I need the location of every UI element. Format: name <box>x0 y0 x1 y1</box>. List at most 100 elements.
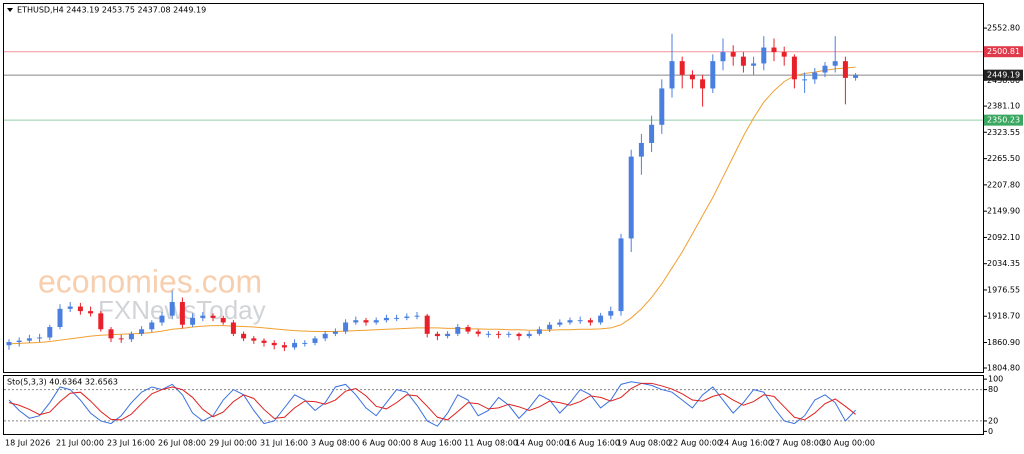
candle-body <box>200 315 206 318</box>
y-tick-label: 1860.90 <box>987 338 1020 347</box>
y-tick-label: 2149.90 <box>987 207 1020 216</box>
y-tick-label: 2265.50 <box>987 154 1020 163</box>
x-tick-label: 6 Aug 00:00 <box>362 439 411 448</box>
watermark: economies.com <box>38 263 262 299</box>
candle-body <box>526 333 532 337</box>
y-tick-label: 2092.10 <box>987 233 1020 242</box>
candle-body <box>853 75 859 78</box>
x-tick-label: 23 Jul 16:00 <box>107 439 155 448</box>
candle-body <box>710 61 716 89</box>
y-tick-label: 80 <box>988 385 998 394</box>
x-tick-label: 16 Aug 16:00 <box>566 439 620 448</box>
x-tick-label: 8 Aug 16:00 <box>413 439 462 448</box>
candle-body <box>822 65 828 73</box>
x-tick-label: 3 Aug 08:00 <box>311 439 360 448</box>
candle-body <box>557 322 563 325</box>
level-label: 2350.23 <box>987 116 1020 125</box>
y-tick-label: 1804.80 <box>987 364 1020 373</box>
candle-body <box>353 320 359 323</box>
candle-body <box>598 315 604 323</box>
candle-body <box>485 333 491 335</box>
candle-body <box>190 317 196 325</box>
x-tick-label: 24 Aug 16:00 <box>719 439 773 448</box>
candle-body <box>169 302 175 316</box>
candle-body <box>118 338 124 340</box>
candle-body <box>98 313 104 330</box>
candle-body <box>251 338 257 341</box>
stochastic-line <box>8 381 856 427</box>
candle-body <box>271 342 277 346</box>
candle-body <box>292 342 298 348</box>
stochastic-line <box>8 382 856 421</box>
menu-triangle <box>7 8 13 12</box>
y-tick-label: 2034.35 <box>987 259 1020 268</box>
x-tick-label: 31 Jul 16:00 <box>260 439 308 448</box>
y-tick-label: 2207.80 <box>987 180 1020 189</box>
candle-body <box>455 327 461 334</box>
y-tick-label: 2323.55 <box>987 128 1020 137</box>
candle-body <box>149 322 155 330</box>
level-label: 2500.81 <box>987 47 1020 56</box>
candle-body <box>771 47 777 53</box>
candle-body <box>547 324 553 330</box>
x-tick-label: 26 Jul 08:00 <box>158 439 206 448</box>
x-tick-label: 14 Aug 00:00 <box>515 439 569 448</box>
y-tick-label: 0 <box>988 427 993 436</box>
candle-body <box>67 306 73 309</box>
stochastic-panel-frame <box>3 375 984 435</box>
x-tick-label: 19 Aug 08:00 <box>617 439 671 448</box>
candle-body <box>77 306 83 312</box>
y-tick-label: 2381.10 <box>987 102 1020 111</box>
stochastic-title: Sto(5,3,3) 40.6364 32.6563 <box>7 378 118 387</box>
candle-body <box>57 308 63 328</box>
x-tick-label: 27 Aug 08:00 <box>770 439 824 448</box>
candle-body <box>414 315 420 317</box>
candle-body <box>506 333 512 335</box>
candle-body <box>363 320 369 323</box>
candle-body <box>445 333 451 337</box>
candle-body <box>475 331 481 334</box>
candle-body <box>6 342 12 346</box>
candle-body <box>689 74 695 80</box>
candle-body <box>394 317 400 319</box>
candle-body <box>496 333 502 335</box>
level-label-box <box>984 114 1023 126</box>
candle-body <box>740 56 746 66</box>
candle-body <box>47 327 53 338</box>
candle-body <box>669 61 675 89</box>
moving-average <box>8 66 856 345</box>
y-tick-label: 1918.70 <box>987 312 1020 321</box>
candle-body <box>26 338 32 341</box>
level-label: 2449.19 <box>987 71 1020 80</box>
candle-body <box>383 317 389 321</box>
y-tick-label: 2552.80 <box>987 24 1020 33</box>
candle-body <box>618 238 624 312</box>
candle-body <box>241 333 247 339</box>
candle-body <box>210 315 216 318</box>
candle-body <box>781 52 787 57</box>
candle-body <box>577 320 583 322</box>
candle-body <box>649 124 655 143</box>
candle-body <box>179 302 185 325</box>
candle-body <box>424 315 430 334</box>
main-panel-frame <box>3 3 984 373</box>
candle-body <box>230 322 236 334</box>
candle-body <box>128 333 134 340</box>
candle-body <box>608 311 614 316</box>
candle-body <box>332 331 338 334</box>
candle-body <box>679 61 685 75</box>
candle-body <box>261 340 267 343</box>
candle-body <box>730 52 736 57</box>
x-tick-label: 29 Jul 00:00 <box>209 439 257 448</box>
candle-body <box>465 327 471 332</box>
candle-body <box>567 320 573 323</box>
candle-body <box>373 320 379 323</box>
candle-body <box>312 338 318 343</box>
candle-body <box>159 315 165 323</box>
candle-body <box>343 322 349 332</box>
x-tick-label: 11 Aug 08:00 <box>464 439 518 448</box>
x-tick-label: 22 Aug 00:00 <box>668 439 722 448</box>
level-label-box <box>984 69 1023 81</box>
